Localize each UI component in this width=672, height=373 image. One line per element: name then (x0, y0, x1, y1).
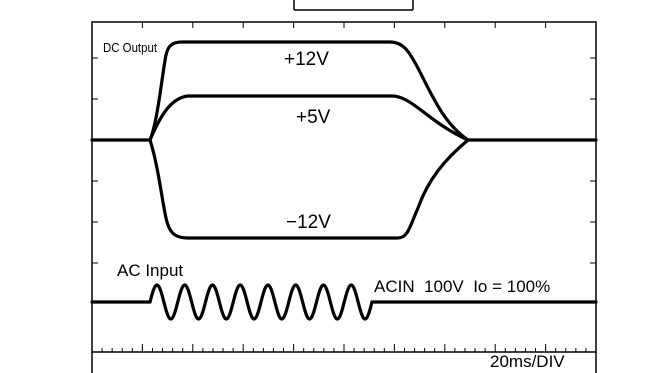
test-condition-label: ACIN 100V Io = 100% (374, 277, 550, 296)
graticule-ticks (92, 22, 596, 352)
ac-input-label: AC Input (117, 261, 183, 280)
timebase-label: 20ms/DIV (490, 352, 565, 371)
dc-output-label: DC Output (103, 40, 158, 55)
plus12v-trace (148, 40, 470, 142)
minus12v-label: −12V (286, 212, 331, 233)
ac-traces (90, 283, 598, 321)
header-box-remnant (293, 0, 414, 11)
minus12v-trace (148, 138, 470, 240)
ac-sine-trace (148, 283, 374, 321)
plus5v-label: +5V (296, 107, 331, 128)
scope-frame (91, 21, 597, 373)
plus5v-trace (148, 94, 470, 142)
dc-traces (90, 40, 598, 240)
plus12v-label: +12V (284, 49, 329, 70)
